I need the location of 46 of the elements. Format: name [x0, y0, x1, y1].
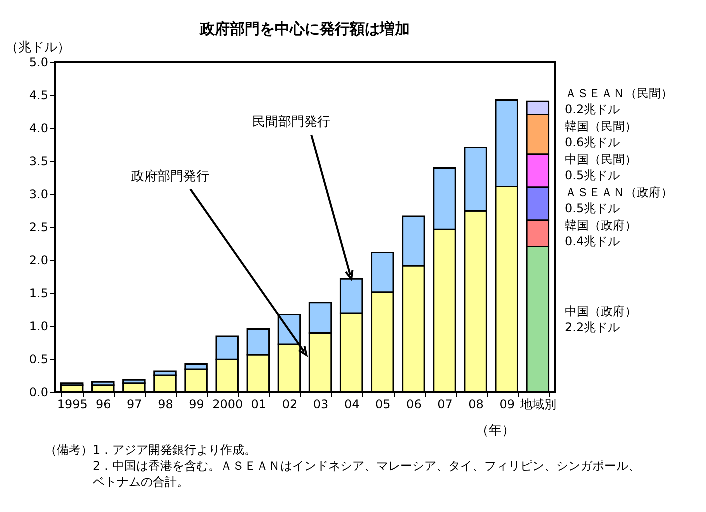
x-tick-label: 96 [96, 398, 112, 412]
y-tick-label: 3.5 [29, 154, 48, 168]
x-tick-label: 1995 [57, 398, 88, 412]
x-tick-label: 09 [500, 398, 516, 412]
text: 2．中国は香港を含む。ＡＳＥＡＮはインドネシア、マレーシア、タイ、フィリピン、シンガポール、ベトナムの合計。 [92, 458, 642, 490]
x-tick-label: 地域別 [519, 398, 556, 412]
y-tick-label: 2.0 [29, 254, 48, 268]
text: 0.4兆ドル [565, 234, 620, 249]
x-tick-label: 99 [189, 398, 204, 412]
x-tick-label: 97 [127, 398, 142, 412]
text: 0.2兆ドル [565, 102, 620, 117]
x-tick-label: 2000 [212, 398, 244, 412]
y-tick-label: 2.5 [29, 220, 48, 234]
series-label: 韓国（政府） [565, 218, 637, 233]
x-tick-label: 06 [406, 398, 422, 412]
text: 0.5兆ドル [565, 168, 620, 183]
text: 0.5兆ドル [565, 202, 620, 216]
text: 2.2兆ドル [565, 320, 620, 334]
series-label: 中国（民間） [565, 152, 637, 167]
y-tick-label: 1.0 [29, 320, 48, 334]
x-tick-label: 05 [376, 398, 391, 412]
y-tick-label: 5.0 [29, 56, 48, 70]
chart-title: 政府部門を中心に発行額は増加 [199, 20, 410, 38]
y-tick-label: 0.0 [29, 386, 48, 400]
text: 民間部門発行 [252, 115, 331, 130]
series-label: 韓国（民間） [565, 120, 637, 134]
text: 政府部門発行 [132, 168, 210, 184]
x-tick-label: 04 [344, 398, 360, 412]
x-tick-label: 08 [468, 398, 484, 412]
x-tick-label: 03 [313, 398, 329, 412]
series-label: ＡＳＥＡＮ（民間） [565, 86, 673, 101]
y-axis-title: （兆ドル） [6, 40, 70, 56]
x-tick-label: 98 [158, 398, 174, 412]
x-tick-label: 02 [282, 398, 298, 412]
y-tick-label: 0.5 [29, 352, 48, 366]
x-tick-label: 01 [251, 398, 267, 412]
series-label: ＡＳＥＡＮ（政府） [565, 186, 673, 200]
series-label: 中国（政府） [565, 304, 637, 318]
y-tick-label: 1.5 [29, 286, 48, 300]
y-tick-label: 3.0 [29, 188, 48, 202]
text: 0.6兆ドル [565, 136, 620, 150]
x-tick-label: 07 [438, 398, 453, 412]
x-axis-title: （年） [476, 424, 515, 438]
text: （備考）1．アジア開発銀行より作成。 [45, 442, 258, 458]
y-tick-label: 4.5 [29, 88, 48, 102]
y-tick-label: 4.0 [29, 122, 48, 136]
